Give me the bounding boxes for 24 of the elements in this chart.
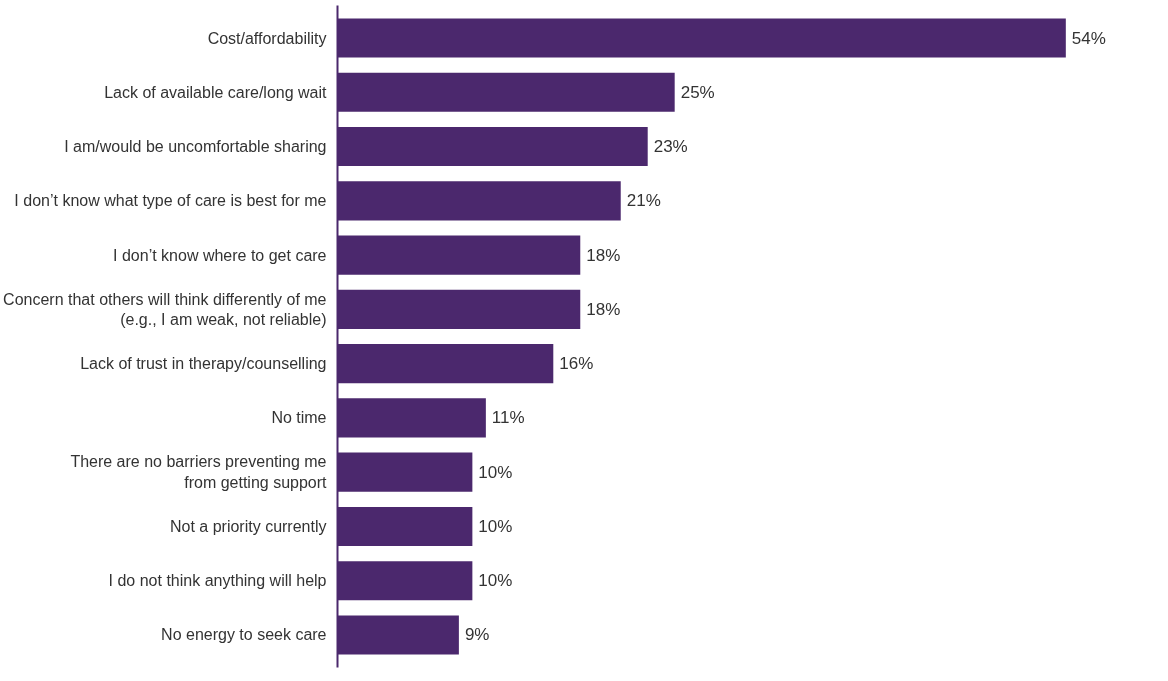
- y-tick-label: There are no barriers preventing me from getting support: [70, 453, 328, 491]
- y-tick-label: Concern that others will think differently of me (e.g., I am weak, not reliable): [3, 290, 327, 329]
- data-label: 21%: [626, 191, 661, 211]
- data-label: 16%: [559, 354, 594, 374]
- data-label: 11%: [491, 408, 525, 428]
- data-label: 18%: [586, 299, 621, 319]
- y-tick-label: Lack of trust in therapy/counselling: [80, 355, 327, 373]
- y-tick-label: I am/would be uncomfortable sharing: [64, 138, 327, 156]
- data-label: 18%: [586, 245, 621, 265]
- y-tick-label: No energy to seek care: [161, 626, 327, 644]
- data-label: 10%: [478, 462, 513, 482]
- y-tick-label: I don’t know where to get care: [113, 246, 327, 264]
- data-label: 23%: [653, 137, 688, 157]
- data-label: 10%: [478, 571, 513, 591]
- y-tick-label: Cost/affordability: [207, 29, 327, 47]
- y-tick-label: No time: [271, 409, 327, 427]
- data-label: 9%: [464, 625, 490, 645]
- data-label: 25%: [680, 82, 715, 102]
- y-tick-label: I don’t know what type of care is best for me: [14, 192, 327, 210]
- data-label: 54%: [1071, 28, 1106, 48]
- y-tick-label: I do not think anything will help: [108, 572, 327, 590]
- data-label: 10%: [478, 516, 513, 536]
- y-tick-label: Not a priority currently: [170, 517, 327, 535]
- y-tick-label: Lack of available care/long wait: [104, 83, 328, 101]
